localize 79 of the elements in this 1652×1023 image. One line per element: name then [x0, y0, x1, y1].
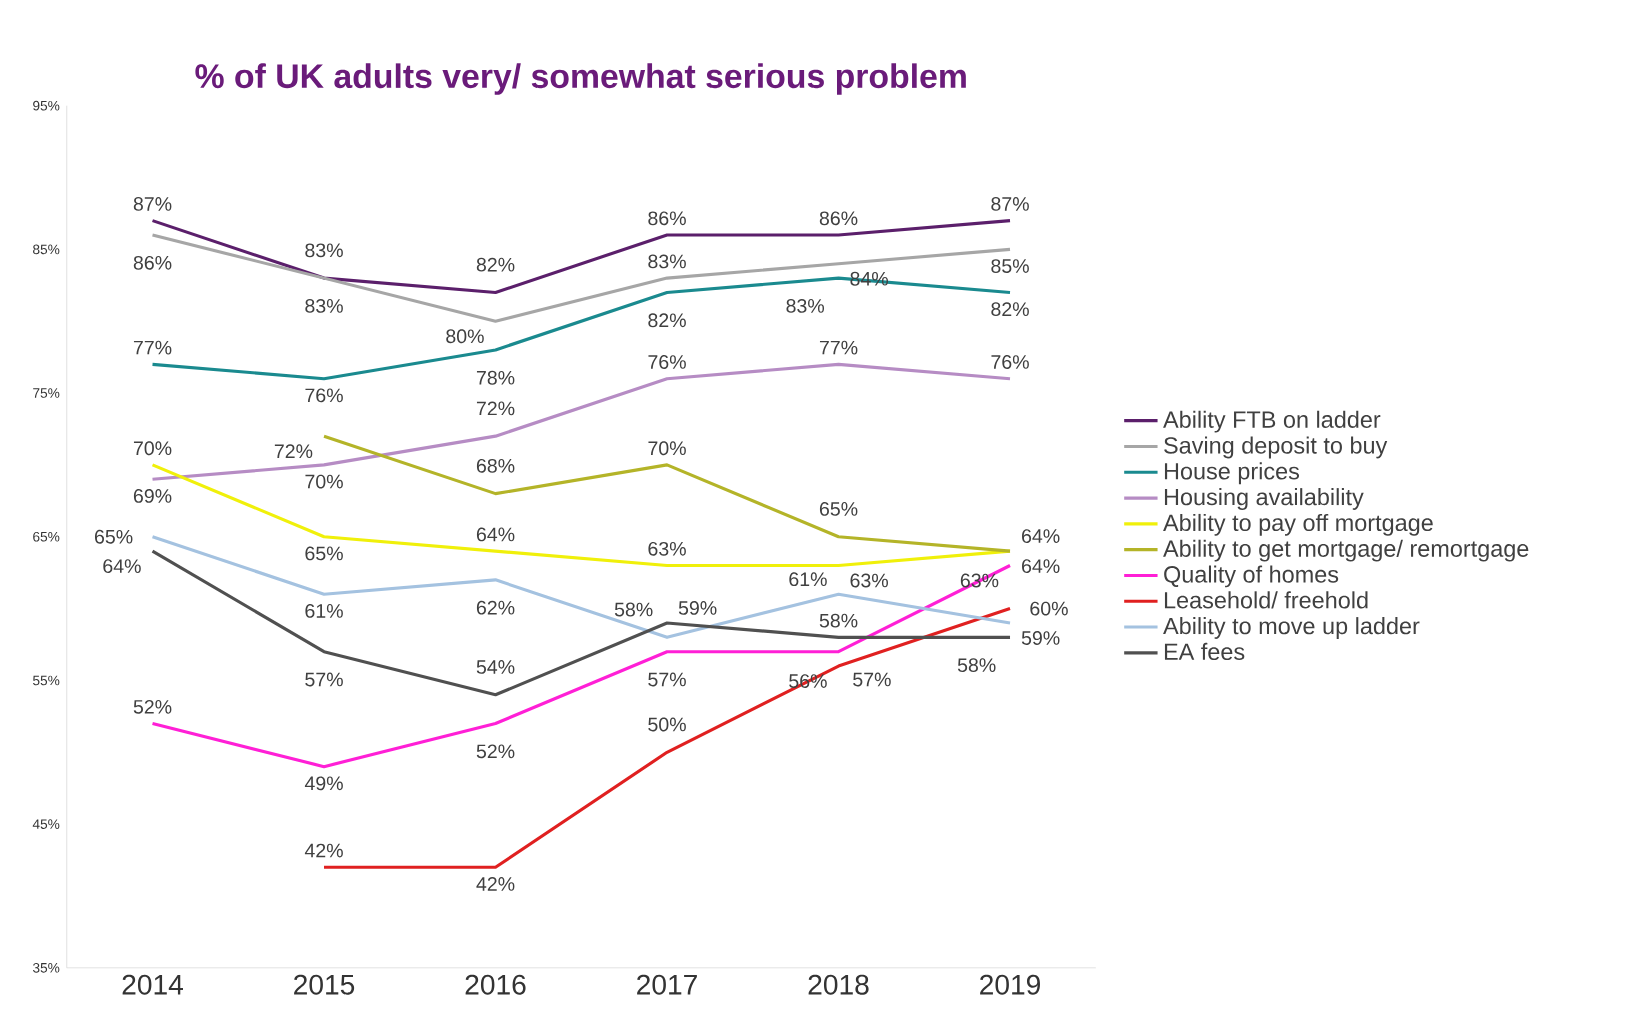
data-label: 86% — [648, 211, 686, 226]
data-label: 82% — [648, 313, 686, 327]
data-label: 54% — [476, 659, 515, 674]
data-label: 65% — [305, 546, 343, 561]
data-label: 49% — [304, 776, 343, 791]
data-label: 62% — [476, 600, 515, 615]
y-tick-label: 45% — [32, 819, 60, 829]
data-label: 52% — [133, 699, 172, 714]
data-label: 80% — [446, 329, 484, 343]
data-label: 61% — [305, 603, 343, 618]
data-label: 78% — [476, 370, 515, 385]
data-label: 59% — [1021, 630, 1060, 645]
data-label: 58% — [819, 613, 858, 628]
data-label: 42% — [304, 843, 343, 858]
data-label: 87% — [991, 196, 1029, 211]
data-label: 64% — [1022, 528, 1060, 543]
y-tick-label: 65% — [33, 531, 60, 542]
x-tick-label: 2016 — [465, 974, 526, 995]
data-label: 65% — [94, 529, 133, 544]
data-label: 42% — [476, 876, 515, 891]
legend-label: EA fees — [1164, 642, 1245, 660]
data-label: 72% — [476, 401, 515, 416]
chart-title: % of UK adults very/ somewhat serious problem — [195, 63, 966, 95]
data-label: 64% — [103, 559, 141, 573]
data-label: 76% — [648, 354, 686, 369]
data-label: 63% — [648, 541, 686, 556]
data-label: 83% — [305, 298, 343, 313]
data-label: 86% — [133, 255, 172, 270]
data-label: 59% — [678, 600, 717, 615]
data-label: 50% — [648, 717, 686, 732]
data-label: 85% — [991, 258, 1029, 273]
data-label: 57% — [853, 672, 891, 687]
data-label: 86% — [819, 211, 858, 226]
data-label: 87% — [133, 196, 172, 211]
x-tick-label: 2014 — [122, 974, 183, 995]
data-label: 58% — [957, 658, 996, 672]
legend-label: Ability to move up ladder — [1163, 616, 1420, 639]
data-label: 64% — [1022, 559, 1060, 573]
data-label: 60% — [1030, 601, 1068, 616]
data-label: 77% — [133, 340, 172, 355]
data-label: 68% — [476, 458, 515, 473]
legend-label: Leasehold/ freehold — [1164, 591, 1368, 609]
data-label: 83% — [305, 243, 343, 257]
data-label: 83% — [648, 254, 686, 269]
data-label: 58% — [614, 602, 653, 617]
y-tick-label: 85% — [33, 244, 60, 254]
data-label: 69% — [133, 488, 172, 503]
data-label: 82% — [476, 257, 515, 272]
data-label: 76% — [991, 354, 1029, 369]
legend-label: Quality of homes — [1164, 565, 1339, 588]
data-label: 83% — [786, 298, 825, 313]
data-label: 70% — [305, 474, 343, 489]
x-tick-label: 2019 — [980, 974, 1040, 995]
data-label: 52% — [476, 744, 515, 759]
data-label: 64% — [476, 527, 515, 542]
legend-label: Housing availability — [1164, 487, 1364, 510]
x-tick-label: 2015 — [294, 974, 355, 995]
legend-label: Saving deposit to buy — [1164, 436, 1388, 459]
data-label: 70% — [133, 441, 172, 455]
data-label: 76% — [305, 388, 343, 403]
data-label: 82% — [991, 302, 1029, 316]
legend-label: Ability FTB on ladder — [1163, 410, 1381, 433]
y-tick-label: 95% — [33, 100, 60, 111]
legend-label: Ability to pay off mortgage — [1163, 513, 1433, 536]
y-tick-label: 55% — [33, 675, 60, 686]
data-label: 57% — [648, 672, 686, 687]
x-tick-label: 2018 — [808, 974, 869, 995]
data-label: 57% — [305, 672, 343, 687]
y-tick-label: 75% — [33, 388, 60, 398]
data-label: 72% — [274, 444, 313, 458]
data-label: 63% — [850, 573, 888, 588]
y-tick-label: 35% — [32, 962, 60, 973]
data-label: 61% — [789, 572, 827, 586]
data-label: 70% — [648, 441, 686, 455]
x-tick-label: 2017 — [637, 974, 697, 995]
legend-label: House prices — [1164, 462, 1300, 484]
data-label: 77% — [819, 340, 858, 355]
legend-label: Ability to get mortgage/ remortgage — [1163, 539, 1529, 562]
data-label: 65% — [819, 501, 858, 516]
